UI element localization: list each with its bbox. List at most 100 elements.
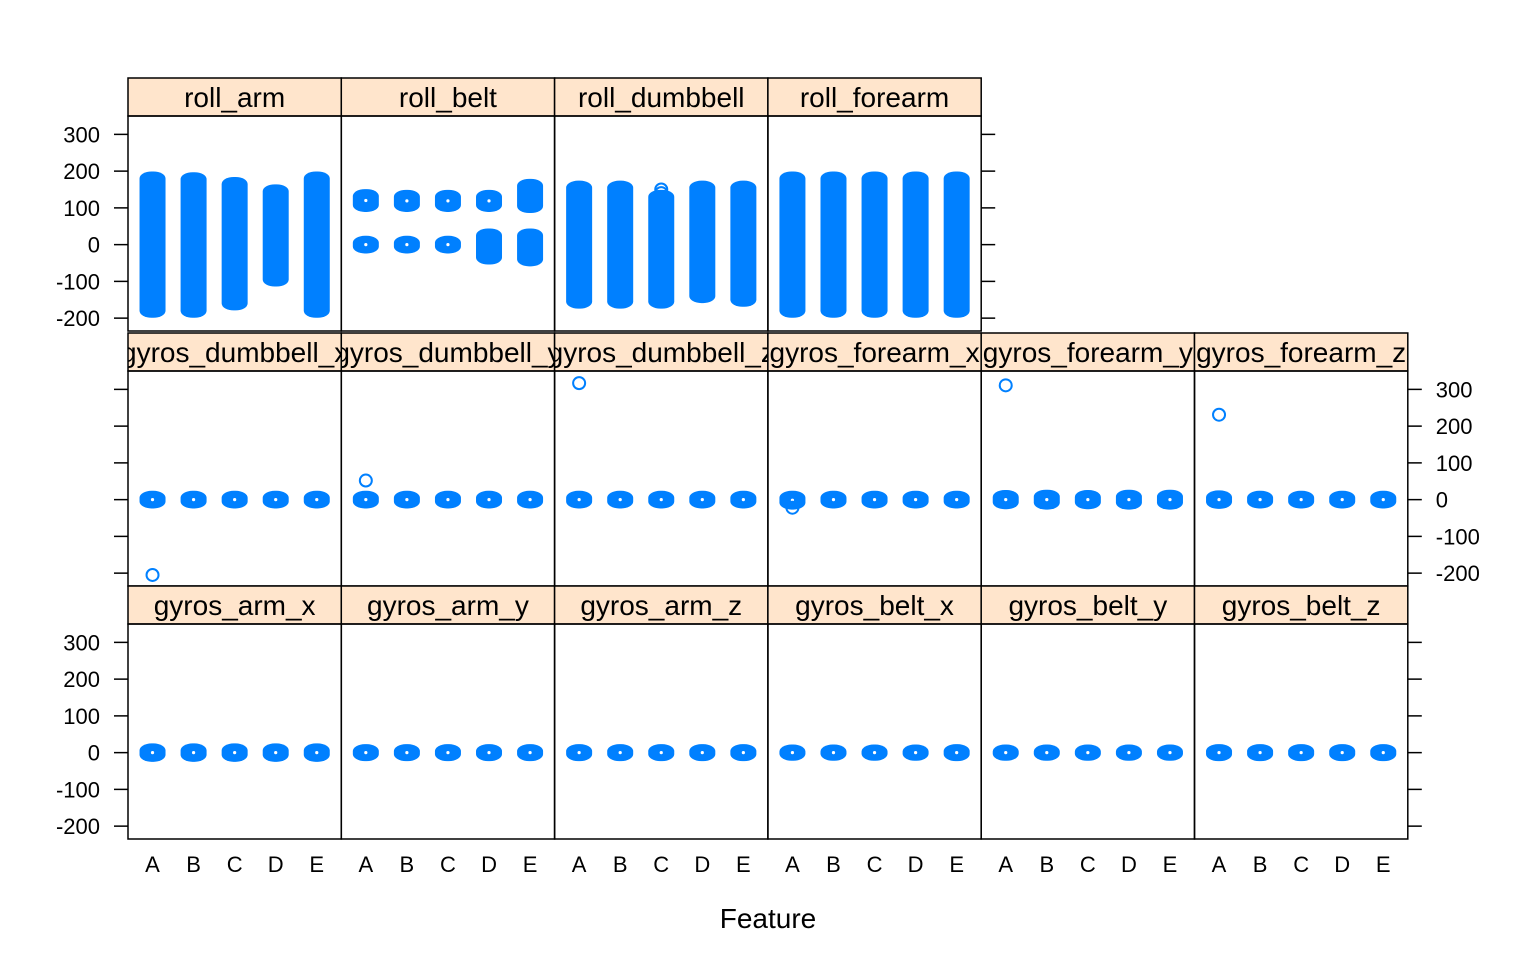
strip-label-roll_forearm: roll_forearm <box>800 82 949 113</box>
strip-label-gyros_forearm_z: gyros_forearm_z <box>1196 337 1406 368</box>
y-tick-label-r1-3: 100 <box>1436 451 1473 476</box>
point-core-gyros_dumbbell_z-E <box>741 498 745 502</box>
strip-gyros_dumbbell_y <box>340 332 556 372</box>
y-tick-label-r0-1: -100 <box>56 269 100 294</box>
point-core-gyros_forearm_z-C <box>1299 498 1303 502</box>
point-band-roll_belt-E <box>517 228 544 267</box>
strip-roll_arm <box>127 77 343 117</box>
strip-label-gyros_forearm_y: gyros_forearm_y <box>983 337 1193 368</box>
point-core-gyros_dumbbell_z-A <box>577 498 581 502</box>
panel-gyros_dumbbell_y: gyros_dumbbell_y <box>340 332 556 587</box>
plot-frame-gyros_forearm_y <box>980 370 1196 587</box>
outlier-point-gyros_dumbbell_x-0 <box>145 567 160 582</box>
point-core-gyros_arm_z-B <box>618 751 622 755</box>
point-core-gyros_arm_y-E <box>528 751 532 755</box>
strip-gyros_arm_x <box>127 585 343 625</box>
plot-area-gyros_arm_y <box>352 744 544 762</box>
x-tick-label-c3-D: D <box>908 852 924 877</box>
point-core-gyros_belt_z-B <box>1258 751 1262 755</box>
y-tick-label-r2-5: 300 <box>63 630 100 655</box>
point-band-roll_forearm-D <box>902 171 929 318</box>
x-axis-title: Feature <box>720 903 817 934</box>
strip-label-gyros_belt_y: gyros_belt_y <box>1008 590 1167 621</box>
point-core-gyros_belt_x-C <box>872 751 877 755</box>
point-core-gyros_arm_z-A <box>577 751 581 755</box>
strip-label-roll_dumbbell: roll_dumbbell <box>578 82 745 113</box>
axes-layer: -200 -100 0 100 200 300 -200 -100 0 100 200 300 -200… <box>56 122 1480 877</box>
point-core-roll_belt-B <box>405 243 409 247</box>
plot-area-gyros_dumbbell_z <box>566 376 757 509</box>
strip-gyros_belt_x <box>767 585 982 625</box>
panel-gyros_arm_y: gyros_arm_y <box>340 585 556 840</box>
x-tick-label-c0-A: A <box>145 852 160 877</box>
outlier-point-roll_dumbbell-0 <box>654 182 669 197</box>
x-tick-label-c4-A: A <box>998 852 1013 877</box>
plot-frame-gyros_forearm_z <box>1193 370 1409 587</box>
point-band-roll_belt-D <box>476 228 503 265</box>
point-core-gyros_dumbbell_x-C <box>233 498 237 502</box>
x-tick-label-c1-A: A <box>358 852 373 877</box>
point-core-gyros_belt_y-C <box>1086 751 1090 755</box>
point-core-gyros_arm_x-E <box>315 751 319 755</box>
strip-roll_dumbbell <box>553 77 769 117</box>
point-band-roll_arm-E <box>303 171 330 318</box>
y-tick-label-r1-4: 200 <box>1436 414 1473 439</box>
point-core-roll_belt-C <box>446 199 450 203</box>
panel-gyros_belt_x: gyros_belt_x <box>767 585 982 840</box>
point-core-gyros_forearm_x-B <box>831 498 836 502</box>
point-core-gyros_forearm_z-E <box>1381 498 1385 502</box>
plot-area-gyros_arm_x <box>139 743 330 762</box>
plot-frame-gyros_dumbbell_z <box>553 370 769 587</box>
plot-area-roll_dumbbell <box>566 180 757 309</box>
x-tick-label-c4-C: C <box>1080 852 1096 877</box>
point-core-gyros_arm_y-A <box>364 751 368 755</box>
x-tick-label-c5-B: B <box>1253 852 1268 877</box>
plot-area-gyros_forearm_y <box>992 378 1183 510</box>
plot-area-gyros_forearm_z <box>1206 407 1397 509</box>
panel-gyros_belt_z: gyros_belt_z <box>1193 585 1409 840</box>
x-tick-label-c5-D: D <box>1334 852 1350 877</box>
point-core-gyros_dumbbell_x-A <box>150 498 155 502</box>
y-tick-label-r0-4: 200 <box>63 159 100 184</box>
point-core-gyros_dumbbell_y-C <box>446 498 450 502</box>
point-band-roll_belt-E <box>517 178 544 214</box>
plot-frame-roll_forearm <box>767 115 982 332</box>
point-band-roll_forearm-B <box>820 171 847 318</box>
point-core-gyros_dumbbell_y-A <box>364 498 368 502</box>
point-band-roll_forearm-E <box>943 171 970 318</box>
point-band-roll_dumbbell-B <box>607 180 634 309</box>
point-core-gyros_belt_x-A <box>790 751 795 755</box>
outlier-point-roll_dumbbell-1 <box>654 186 669 201</box>
strip-label-gyros_dumbbell_x: gyros_dumbbell_x <box>121 337 348 368</box>
plot-frame-roll_belt <box>340 115 556 332</box>
plot-frame-gyros_arm_z <box>553 623 769 840</box>
y-tick-label-r0-0: -200 <box>56 306 100 331</box>
point-core-gyros_belt_z-D <box>1340 751 1344 755</box>
x-tick-label-c2-E: E <box>736 852 751 877</box>
point-core-gyros_forearm_y-C <box>1086 498 1090 502</box>
point-band-roll_dumbbell-E <box>730 180 757 307</box>
x-tick-label-c3-C: C <box>867 852 883 877</box>
panel-gyros_forearm_x: gyros_forearm_x <box>767 332 982 587</box>
point-core-gyros_forearm_x-E <box>955 498 959 502</box>
strip-label-gyros_belt_x: gyros_belt_x <box>795 590 954 621</box>
panel-gyros_forearm_z: gyros_forearm_z <box>1193 332 1409 587</box>
point-core-roll_belt-B <box>405 199 409 203</box>
x-tick-label-c2-B: B <box>613 852 628 877</box>
point-core-gyros_belt_y-B <box>1045 751 1049 755</box>
y-tick-label-r1-2: 0 <box>1436 488 1448 513</box>
x-tick-label-c2-D: D <box>694 852 710 877</box>
point-core-roll_belt-A <box>364 198 368 203</box>
point-core-gyros_arm_y-C <box>446 751 450 755</box>
plot-frame-gyros_dumbbell_y <box>340 370 556 587</box>
x-tick-label-c4-D: D <box>1121 852 1137 877</box>
point-band-roll_dumbbell-A <box>566 180 593 309</box>
x-tick-label-c1-C: C <box>440 852 456 877</box>
point-core-roll_belt-D <box>487 199 491 203</box>
point-band-roll_arm-C <box>221 176 248 311</box>
panel-gyros_belt_y: gyros_belt_y <box>980 585 1196 840</box>
point-core-gyros_forearm_x-C <box>872 498 877 502</box>
y-tick-label-r2-1: -100 <box>56 777 100 802</box>
x-tick-label-c0-C: C <box>227 852 243 877</box>
point-core-gyros_dumbbell_y-E <box>528 498 532 502</box>
